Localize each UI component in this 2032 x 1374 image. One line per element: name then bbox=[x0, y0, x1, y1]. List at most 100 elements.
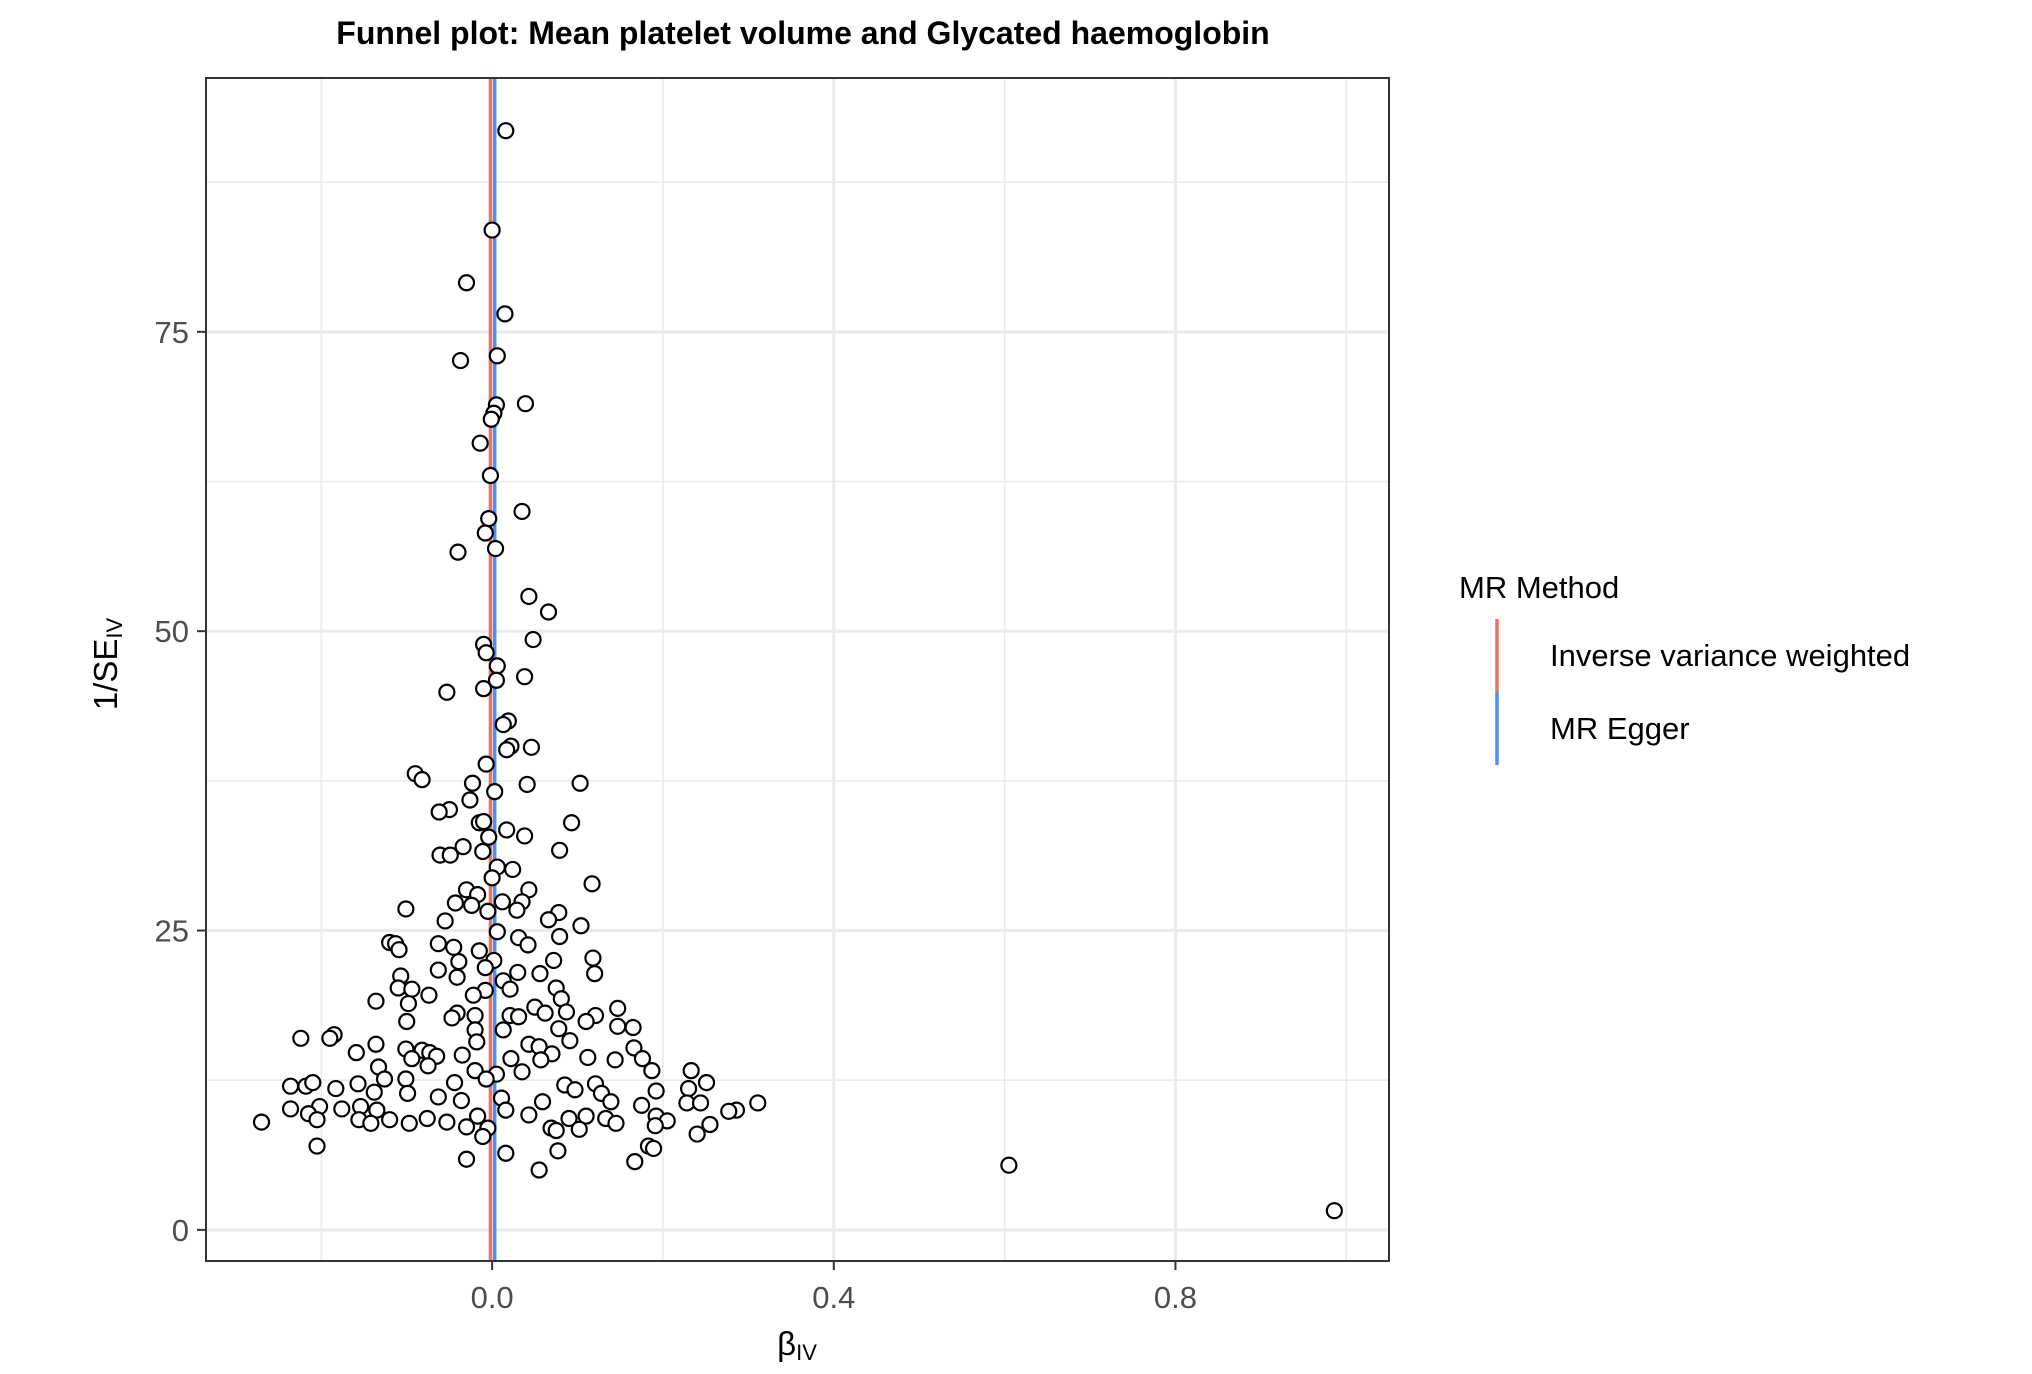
legend-items: Inverse variance weighted MR Egger bbox=[1495, 619, 1910, 765]
data-point bbox=[333, 1100, 351, 1118]
data-point bbox=[487, 671, 506, 689]
data-point bbox=[457, 1150, 476, 1168]
data-point bbox=[504, 860, 522, 879]
data-point bbox=[480, 510, 498, 528]
data-point bbox=[304, 1073, 322, 1092]
data-point bbox=[399, 994, 418, 1013]
data-point bbox=[452, 1091, 470, 1110]
x-tick-label: 0.4 bbox=[812, 1280, 855, 1315]
data-point bbox=[624, 1018, 642, 1037]
data-point bbox=[633, 1050, 652, 1068]
data-point bbox=[551, 841, 569, 859]
data-point bbox=[550, 1020, 568, 1038]
data-point bbox=[533, 1093, 552, 1111]
legend: MR Method Inverse variance weighted MR Eg… bbox=[1459, 570, 1910, 765]
data-point bbox=[644, 1139, 663, 1158]
data-point bbox=[488, 347, 506, 365]
data-point bbox=[508, 901, 526, 919]
data-point bbox=[520, 1106, 538, 1124]
data-point bbox=[682, 1062, 700, 1080]
data-point bbox=[606, 1051, 624, 1069]
legend-label: MR Egger bbox=[1550, 711, 1690, 746]
data-point bbox=[445, 938, 463, 956]
minor-gridlines bbox=[206, 78, 1389, 1261]
data-point bbox=[497, 1101, 515, 1119]
data-point bbox=[468, 1033, 486, 1051]
y-tick-label: 0 bbox=[172, 1213, 189, 1248]
data-point bbox=[516, 395, 535, 413]
plot-frame bbox=[205, 77, 1390, 1262]
data-point bbox=[494, 715, 512, 734]
data-point bbox=[571, 774, 589, 792]
data-point bbox=[532, 1051, 550, 1069]
data-point bbox=[547, 1121, 565, 1140]
data-point bbox=[1000, 1156, 1018, 1174]
data-point bbox=[429, 1088, 447, 1106]
data-point bbox=[419, 1057, 437, 1075]
data-point bbox=[436, 912, 454, 930]
data-point bbox=[281, 1077, 300, 1095]
legend-title: MR Method bbox=[1459, 570, 1619, 605]
data-point bbox=[479, 902, 497, 920]
y-tick-label: 25 bbox=[155, 914, 189, 949]
data-point bbox=[515, 668, 534, 686]
data-point bbox=[609, 1017, 627, 1035]
data-point bbox=[482, 410, 500, 428]
data-point bbox=[446, 894, 465, 912]
data-point bbox=[481, 466, 500, 485]
data-point bbox=[464, 986, 482, 1004]
data-point bbox=[577, 1012, 595, 1031]
data-point bbox=[496, 305, 514, 323]
data-point bbox=[539, 603, 558, 621]
data-point bbox=[488, 657, 506, 675]
data-point bbox=[697, 1073, 716, 1092]
data-point bbox=[390, 941, 408, 959]
data-point bbox=[292, 1029, 310, 1047]
data-point bbox=[679, 1079, 698, 1098]
data-point bbox=[367, 992, 385, 1010]
data-point bbox=[474, 1127, 492, 1146]
data-point bbox=[551, 927, 569, 946]
data-point bbox=[513, 502, 531, 521]
data-point bbox=[403, 980, 421, 998]
data-point bbox=[349, 1075, 367, 1093]
data-point bbox=[413, 771, 431, 789]
data-point bbox=[466, 1062, 484, 1080]
data-point bbox=[561, 1032, 579, 1050]
data-point bbox=[720, 1102, 738, 1120]
data-point bbox=[362, 1114, 380, 1132]
data-point bbox=[321, 1029, 339, 1047]
data-point bbox=[488, 923, 506, 941]
data-point bbox=[308, 1137, 326, 1155]
data-point bbox=[400, 1114, 418, 1132]
chart-title: Funnel plot: Mean platelet volume and Gl… bbox=[336, 15, 1269, 51]
data-point bbox=[454, 838, 472, 856]
data-point bbox=[486, 783, 504, 801]
data-point bbox=[522, 738, 541, 756]
data-point bbox=[429, 961, 447, 979]
data-point bbox=[398, 1084, 417, 1102]
data-point bbox=[470, 942, 488, 960]
data-point bbox=[418, 1109, 436, 1128]
data-point bbox=[457, 1118, 476, 1136]
data-point bbox=[477, 1070, 495, 1088]
data-point bbox=[502, 1050, 520, 1068]
y-axis-title: 1/SEIV bbox=[87, 618, 127, 711]
data-point bbox=[474, 842, 492, 861]
data-point bbox=[513, 1063, 531, 1081]
data-point bbox=[477, 644, 495, 662]
data-points bbox=[252, 122, 1343, 1220]
data-point bbox=[701, 1115, 719, 1134]
data-point bbox=[609, 999, 627, 1017]
data-point bbox=[438, 1113, 456, 1131]
data-point bbox=[566, 1081, 584, 1099]
data-point bbox=[520, 587, 538, 606]
data-point bbox=[403, 1050, 421, 1068]
data-point bbox=[327, 1079, 345, 1098]
data-point bbox=[477, 755, 495, 773]
data-point bbox=[626, 1153, 644, 1171]
data-point bbox=[646, 1117, 664, 1135]
y-tick-label: 50 bbox=[155, 614, 189, 649]
data-point bbox=[570, 1120, 588, 1138]
data-point bbox=[531, 965, 549, 983]
